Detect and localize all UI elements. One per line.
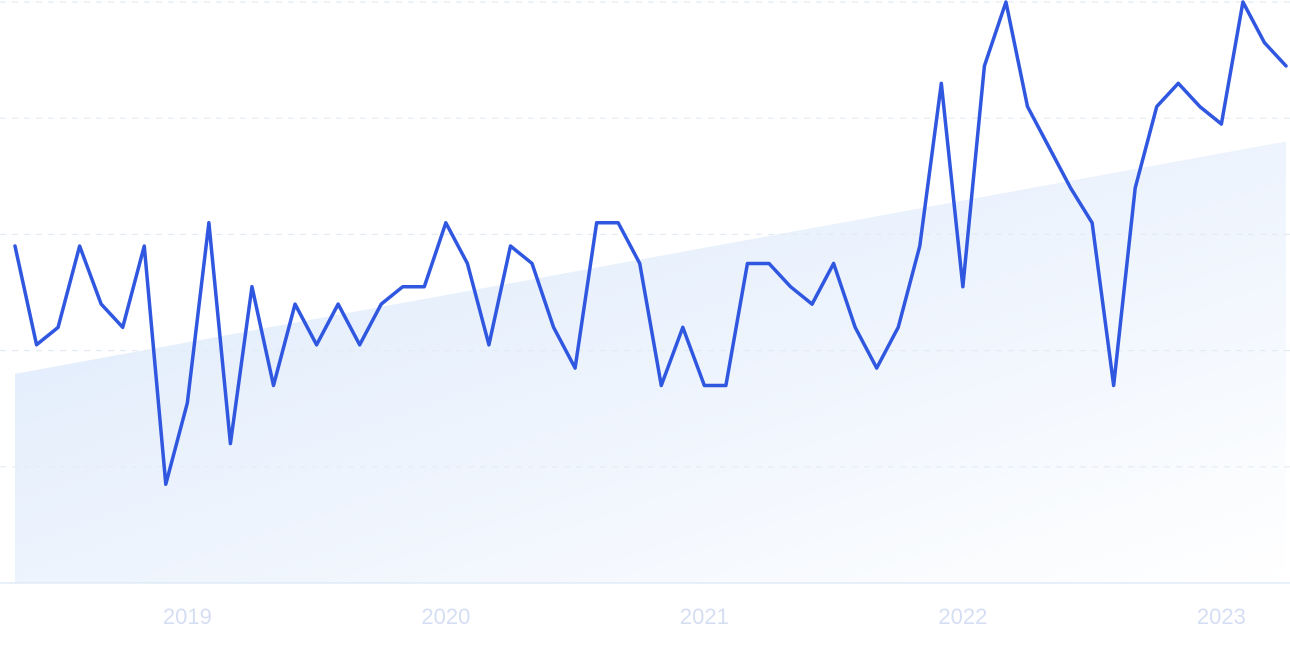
x-tick-label: 2023 [1197, 604, 1246, 629]
x-tick-label: 2019 [163, 604, 212, 629]
x-tick-label: 2021 [680, 604, 729, 629]
trend-area [15, 141, 1286, 583]
x-tick-label: 2022 [938, 604, 987, 629]
x-tick-label: 2020 [421, 604, 470, 629]
trend-line [13, 0, 1288, 486]
